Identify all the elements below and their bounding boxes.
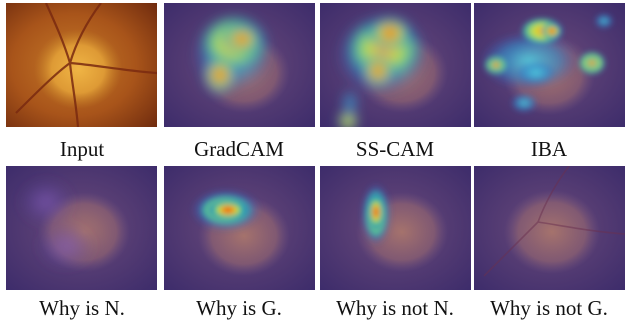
input-image bbox=[6, 3, 157, 127]
why-is-not-n-heatmap bbox=[320, 166, 471, 290]
caption-gradcam: GradCAM bbox=[194, 137, 284, 161]
caption-iba: IBA bbox=[530, 137, 568, 161]
iba-heatmap bbox=[474, 3, 625, 127]
caption-why-is-g: Why is G. bbox=[196, 296, 282, 320]
why-is-g-heatmap bbox=[164, 166, 315, 290]
caption-input: Input bbox=[59, 137, 105, 161]
why-is-n-heatmap bbox=[6, 166, 157, 290]
caption-why-is-n: Why is N. bbox=[39, 296, 125, 320]
caption-sscam: SS-CAM bbox=[355, 137, 435, 161]
caption-why-is-not-g: Why is not G. bbox=[490, 296, 608, 320]
sscam-heatmap bbox=[320, 3, 471, 127]
why-is-not-g-heatmap bbox=[474, 166, 625, 290]
caption-why-is-not-n: Why is not N. bbox=[336, 296, 454, 320]
gradcam-heatmap bbox=[164, 3, 315, 127]
